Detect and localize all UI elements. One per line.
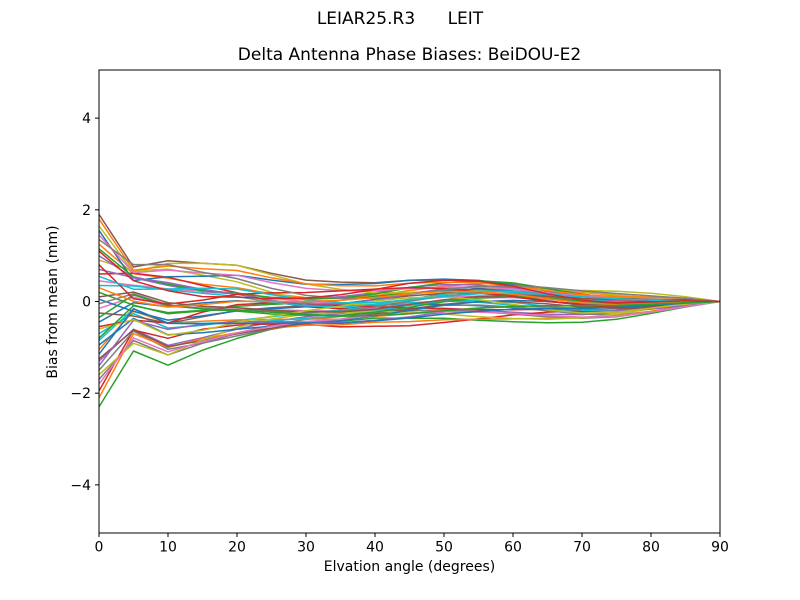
x-tick-label: 10 — [159, 540, 177, 556]
figure-suptitle: LEIAR25.R3 LEIT — [316, 9, 484, 29]
x-tick-label: 90 — [711, 540, 729, 556]
y-tick-label: 0 — [82, 295, 91, 311]
x-tick-label: 50 — [435, 540, 453, 556]
x-tick-label: 0 — [95, 540, 104, 556]
x-tick-label: 80 — [642, 540, 660, 556]
series-line — [99, 300, 720, 339]
series-lines — [99, 213, 720, 408]
x-tick-label: 60 — [504, 540, 522, 556]
series-line — [99, 296, 720, 336]
x-tick-label: 30 — [297, 540, 315, 556]
series-line — [99, 300, 720, 376]
x-tick-labels: 0 10 20 30 40 50 60 70 80 90 — [95, 540, 729, 556]
x-tick-label: 70 — [573, 540, 591, 556]
y-tick-label: 4 — [82, 111, 91, 127]
x-tick-marks — [98, 533, 721, 537]
x-tick-label: 40 — [366, 540, 384, 556]
series-line — [99, 300, 720, 355]
x-axis-label: Elvation angle (degrees) — [323, 559, 496, 575]
axes-title: Delta Antenna Phase Biases: BeiDOU-E2 — [237, 45, 582, 65]
y-tick-label: 2 — [82, 203, 91, 219]
series-line — [99, 225, 720, 303]
series-line — [99, 291, 720, 313]
x-tick-label: 20 — [228, 540, 246, 556]
series-line — [99, 287, 720, 308]
y-tick-labels: −4 −2 0 2 4 — [70, 111, 91, 494]
y-tick-marks — [95, 117, 99, 486]
y-tick-label: −4 — [70, 478, 91, 494]
series-line — [99, 250, 720, 304]
y-tick-label: −2 — [70, 386, 91, 402]
series-line — [99, 275, 720, 304]
